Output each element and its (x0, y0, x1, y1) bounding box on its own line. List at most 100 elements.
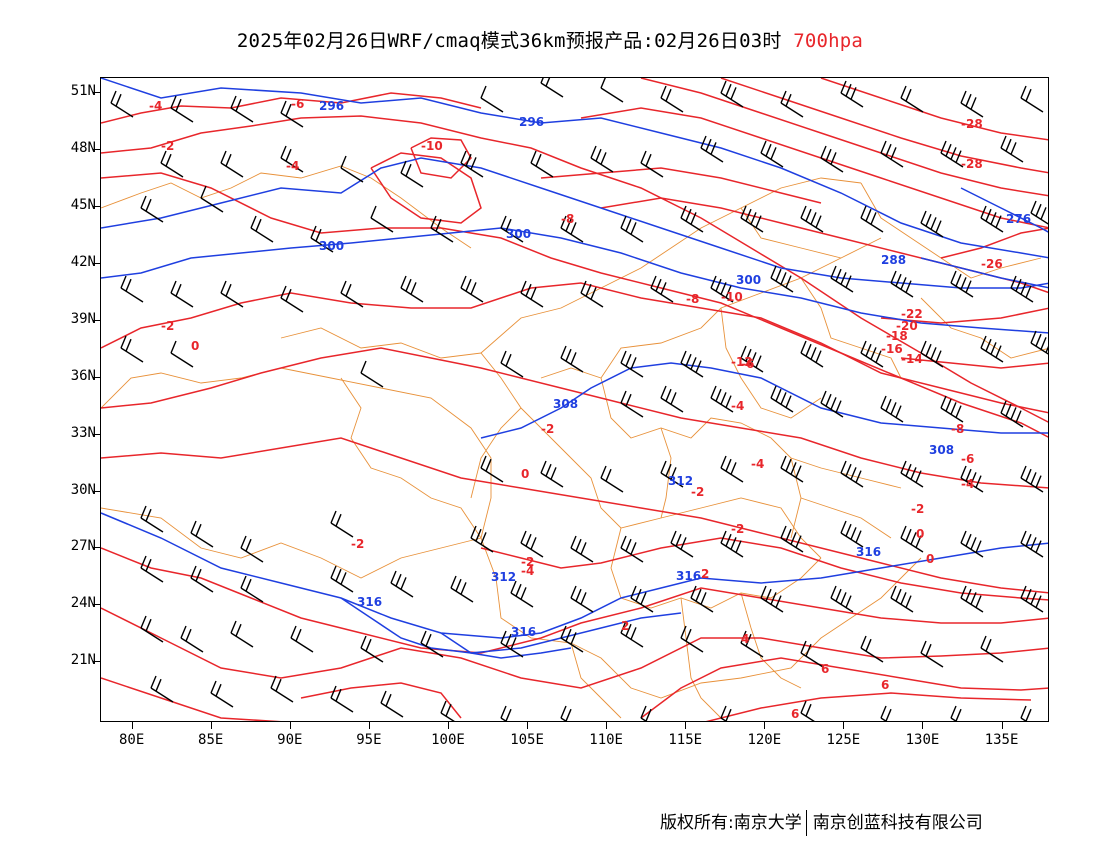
wind-barb (280, 145, 304, 173)
wind-barb (500, 630, 524, 658)
map-frame: -4 -6 -2 -4 -10 -8 -2 0 -2 -2 0 -2 -2 -4 -4 -4 -6 -8 -10 -1… (100, 77, 1049, 722)
wind-barb (560, 345, 584, 373)
wind-barb (190, 565, 214, 593)
temperature-label: -8 (561, 212, 574, 226)
wind-barb (890, 270, 914, 298)
wind-barb (430, 215, 454, 243)
lon-tick (447, 722, 449, 729)
wind-barb (440, 700, 455, 721)
title-level: 700hpa (793, 30, 864, 52)
lat-tick (93, 661, 100, 663)
temperature-label: -2 (911, 502, 924, 516)
wind-barb (170, 280, 194, 308)
lon-tick (764, 722, 766, 729)
temperature-label: 6 (821, 662, 829, 676)
wind-barb (960, 465, 984, 493)
wind-barb (680, 350, 704, 378)
wind-barb (780, 525, 804, 553)
temperature-label: -4 (149, 99, 162, 113)
wind-barb (660, 460, 684, 488)
wind-barb (340, 155, 364, 183)
wind-barb (680, 205, 704, 233)
lon-label: 85E (198, 732, 224, 748)
weather-map: -4 -6-2-4-10-8-20-2-20-2-2-4-4-4-6-8 -10-1… (101, 78, 1048, 721)
chart-title: 2025年02月26日WRF/cmaq模式36km预报产品:02月26日03时 … (0, 26, 1100, 53)
wind-barb (470, 525, 494, 553)
temperature-label: -2 (731, 522, 744, 536)
wind-barb (1030, 200, 1048, 225)
geopotential-label: 296 (319, 99, 344, 113)
wind-barb (620, 390, 644, 418)
wind-barb (330, 510, 354, 538)
wind-barb (980, 335, 1004, 363)
geopotential-contour (101, 227, 1048, 334)
temperature-contour (720, 78, 1048, 174)
lon-tick (131, 722, 133, 729)
wind-barb (840, 460, 864, 488)
wind-barb (380, 690, 404, 718)
temperature-contour (940, 227, 1048, 259)
temperature-label: 0 (191, 339, 199, 353)
temperature-label: 4 (741, 632, 749, 646)
geopotential-label: 308 (553, 397, 578, 411)
wind-barb (940, 140, 964, 168)
temperature-contour (101, 607, 1048, 689)
temperature-label: -20 (896, 319, 918, 333)
wind-barb (880, 140, 904, 168)
lat-tick (93, 92, 100, 94)
copyright-right: 南京创蓝科技有限公司 (812, 813, 983, 833)
temperature-contour (705, 692, 1032, 721)
geopotential-label: 316 (511, 625, 536, 639)
wind-barb (860, 635, 884, 663)
wind-barb (200, 185, 224, 213)
wind-barb (1000, 400, 1024, 428)
temperature-label: -6 (291, 97, 304, 111)
lat-tick (93, 319, 100, 321)
temperature-label: -6 (961, 452, 974, 466)
boundary-line (920, 297, 1048, 359)
temperature-label: -4 (751, 457, 764, 471)
wind-barb (940, 395, 964, 423)
wind-barb (980, 635, 1004, 663)
wind-barb (950, 705, 962, 721)
wind-barb (520, 530, 544, 558)
geopotential-labels: 2962963003003003083083123123163163163162… (319, 99, 1031, 639)
wind-barb (580, 280, 604, 308)
footer-divider (805, 810, 807, 836)
wind-barb (770, 265, 794, 293)
wind-barb (720, 530, 744, 558)
temperature-label: -6 (741, 357, 754, 371)
wind-barb (800, 700, 815, 721)
wind-barb (310, 225, 334, 253)
wind-barb (330, 685, 354, 713)
wind-barb (920, 340, 944, 368)
boundary-line (570, 642, 622, 719)
geopotential-label: 308 (929, 443, 954, 457)
wind-barb (250, 215, 274, 243)
boundary-line (101, 165, 472, 249)
temperature-contour (410, 137, 472, 179)
lat-label: 24N (70, 595, 96, 612)
wind-barb (770, 385, 794, 413)
geopotential-label: 316 (856, 545, 881, 559)
temperature-label: -2 (161, 139, 174, 153)
wind-barb (1020, 705, 1032, 721)
lat-label: 30N (70, 481, 96, 498)
lon-tick (606, 722, 608, 729)
wind-barb (220, 280, 244, 308)
wind-barb (560, 705, 572, 721)
wind-barb (800, 205, 824, 233)
wind-barbs (110, 78, 1048, 721)
lon-tick (289, 722, 291, 729)
wind-barb (510, 580, 534, 608)
wind-barb (500, 705, 512, 721)
wind-barb (170, 340, 194, 368)
lon-label: 130E (905, 732, 940, 748)
temperature-label: -4 (961, 477, 974, 491)
temperature-label: 6 (791, 707, 799, 721)
wind-barb (540, 460, 564, 488)
temperature-contour (101, 282, 1048, 414)
geopotential-label: 316 (357, 595, 382, 609)
boundary-line (720, 307, 822, 419)
lon-tick (922, 722, 924, 729)
